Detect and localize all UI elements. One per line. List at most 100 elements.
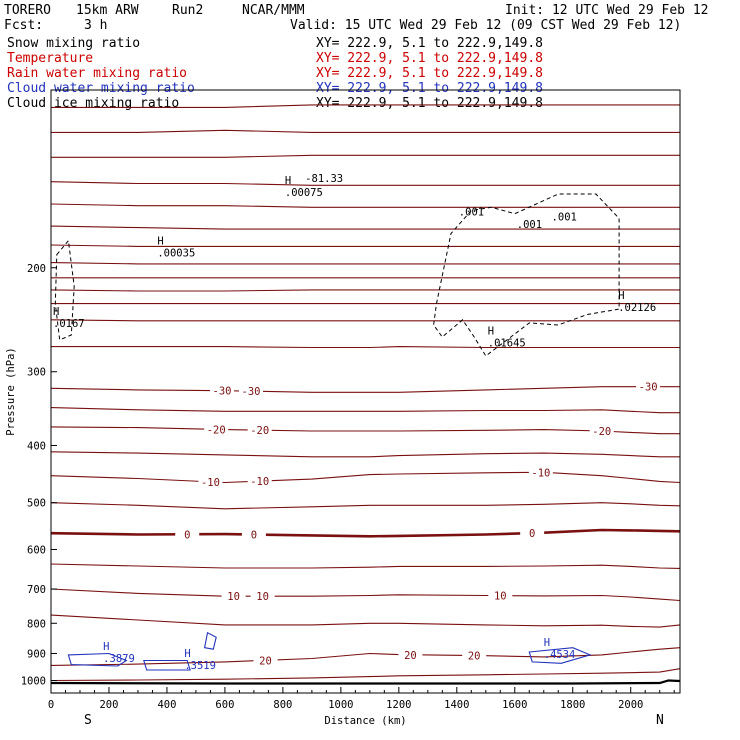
plot-area: -30 -30 -30 -20 -20 -20 -10 -10 -10 0 0 0 10 10 10 20 20… [51,104,680,685]
snow-max-label: .00075 [285,187,323,199]
isotherm-label-bg [253,654,278,666]
legend-label: Temperature [7,51,93,66]
isotherm-line [51,244,680,247]
init-time: Init: 12 UTC Wed 29 Feb 12 [505,3,709,18]
endpoint-left: S [84,713,92,728]
x-tick-label: 1600 [502,699,527,711]
snow-max-label: .0167 [53,318,85,330]
snow-max-label: -81.33 [305,173,343,185]
isotherm-label-bg [589,425,614,437]
endpoint-right: N [656,713,664,728]
snow-max-label: .02126 [618,302,656,314]
isotherm-line [51,647,680,666]
terrain-surface [51,679,680,685]
legend-xy: XY= 222.9, 5.1 to 222.9,149.8 [316,81,543,96]
model-name: TORERO [4,3,51,18]
snow-max-marker: H [157,236,163,248]
isotherm-label: 0 [184,529,190,541]
isotherm-label-bg [175,528,200,540]
isotherm-label: -20 [250,425,269,437]
isotherm-label-bg [241,528,266,540]
model-resolution: 15km ARW [76,3,139,18]
cloud-water-max-marker: H [544,637,550,649]
isotherm-label-bg [520,527,545,539]
isotherm-line [51,289,680,292]
isotherm-line [51,588,680,602]
isotherm-label: -30 [639,382,658,394]
isotherm-layer: -30 -30 -30 -20 -20 -20 -10 -10 -10 0 0 0 10 10 10 20 20… [51,104,680,685]
x-tick-label: 2000 [618,699,643,711]
cloud-water-max-label: .3519 [184,660,216,672]
isotherm-line [51,225,680,230]
axes: 0 200 400 600 800 1000 1200 1400 1600 1800 2000200… [5,89,681,728]
isotherm-line [51,262,680,265]
cloud-water-contour [67,652,128,667]
y-tick-label: 500 [27,498,46,510]
snow-max-label: .01645 [488,338,526,350]
isotherm-label: -10 [531,467,550,479]
isotherm-line [51,502,680,510]
snow-max-marker: H [53,306,59,318]
x-tick-label: 1400 [444,699,469,711]
isotherm-label-bg [398,648,423,660]
isotherm-line [51,203,680,208]
snow-max-label: .001 [517,219,542,231]
isotherm-label: 10 [227,591,240,603]
x-axis-label: Distance (km) [324,715,406,727]
header: TORERO 15km ARW Run2 NCAR/MMM Init: 12 U… [4,3,709,33]
x-tick-label: 1200 [386,699,411,711]
valid-time: Valid: 15 UTC Wed 29 Feb 12 (09 CST Wed … [290,18,681,33]
isotherm-line [51,129,680,133]
isotherm-line [51,319,680,322]
isotherm-label-bg [221,590,246,602]
isotherm-line [51,614,680,628]
run-name: Run2 [172,3,203,18]
y-tick-label: 1000 [21,675,46,687]
isotherm-label: 20 [404,650,417,662]
isotherm-label: 20 [468,651,481,663]
x-tick-label: 0 [48,699,54,711]
isotherm-label-bg [462,649,487,661]
plot-frame [50,89,681,694]
legend-label: Cloud ice mixing ratio [7,96,179,111]
isotherm-label: -30 [242,386,261,398]
snow-contour [433,193,620,357]
isotherm-label: 0 [529,528,535,540]
isotherm-label: -10 [201,477,220,489]
snow-max-marker: H [618,290,624,302]
isotherm-label-bg [250,590,275,602]
y-tick-label: 900 [27,648,46,660]
forecast-hours: 3 h [84,18,107,33]
isotherm-label: 20 [259,655,272,667]
y-axis-label: Pressure (hPa) [5,347,17,436]
isotherm-label-bg [488,589,513,601]
legend-xy: XY= 222.9, 5.1 to 222.9,149.8 [316,96,543,111]
isotherm-label-bg [204,423,229,435]
x-tick-label: 1000 [328,699,353,711]
isotherm-line [51,181,680,186]
y-tick-label: 700 [27,584,46,596]
isotherm-line [51,528,680,538]
isotherm-label-bg [636,380,661,392]
y-tick-label: 800 [27,618,46,630]
y-tick-label: 300 [27,367,46,379]
legend-xy: XY= 222.9, 5.1 to 222.9,149.8 [316,66,543,81]
isotherm-line [51,451,680,458]
legend-label: Rain water mixing ratio [7,66,187,81]
snow-max-label: .001 [552,211,577,223]
isotherm-label: -10 [250,476,269,488]
isotherm-line [51,563,680,569]
x-tick-label: 400 [157,699,176,711]
snow-max-label: .001 [459,207,484,219]
isotherm-line [51,407,680,414]
isotherm-label-bg [528,466,553,478]
isotherm-line [51,668,680,682]
isotherm-label-bg [247,475,272,487]
isotherm-label: -20 [592,426,611,438]
isotherm-line [51,154,680,158]
isotherm-label-bg [210,384,235,396]
x-tick-label: 600 [215,699,234,711]
x-tick-label: 1800 [560,699,585,711]
isotherm-line [51,104,680,108]
cloud-water-contour [528,647,592,664]
